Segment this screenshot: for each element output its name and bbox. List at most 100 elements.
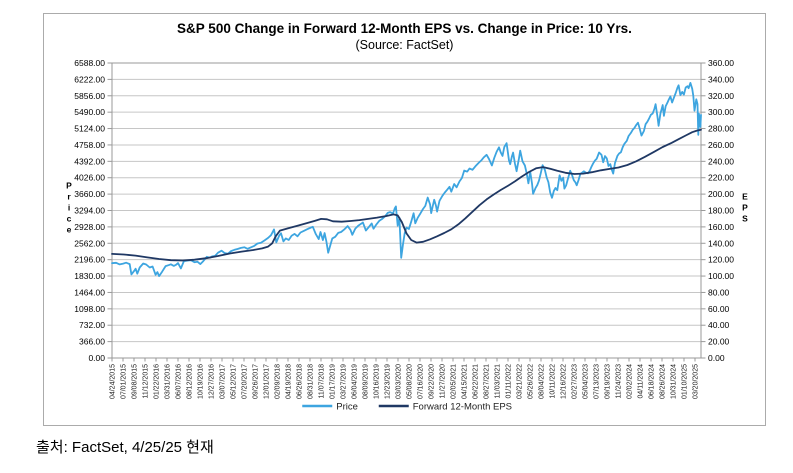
left-axis-tick-label: 5856.00 [74,91,105,101]
right-axis-tick-label: 60.00 [708,304,730,314]
x-axis-tick-label: 05/08/2020 [407,364,414,399]
right-axis-tick-label: 200.00 [708,189,734,199]
chart-title: S&P 500 Change in Forward 12-Month EPS v… [177,21,632,36]
right-axis-tick-label: 280.00 [708,124,734,134]
left-axis-title: i [68,203,70,213]
x-axis-tick-label: 01/17/2019 [330,364,337,399]
x-axis-tick-label: 06/04/2019 [352,364,359,399]
right-axis-tick-label: 300.00 [708,107,734,117]
x-axis-tick-label: 07/13/2023 [594,364,601,399]
x-axis-tick-label: 02/02/2024 [627,364,634,399]
left-axis-title: c [67,214,72,224]
x-axis-tick-label: 09/19/2023 [605,364,612,399]
x-axis-tick-label: 11/27/2020 [440,364,447,399]
right-axis-tick-label: 240.00 [708,156,734,166]
x-axis-tick-label: 08/31/2018 [308,364,315,399]
x-axis-tick-label: 07/16/2020 [418,364,425,399]
right-axis-tick-label: 180.00 [708,206,734,216]
legend-label: Price [336,402,358,413]
right-axis-title: S [742,214,748,224]
x-axis-tick-label: 12/01/2017 [264,364,271,399]
left-axis-tick-label: 2928.00 [74,222,105,232]
x-axis-tick-label: 01/10/2025 [682,364,689,399]
x-axis-tick-label: 03/03/2020 [396,364,403,399]
x-axis-tick-label: 06/07/2016 [176,364,183,399]
left-axis-tick-label: 1098.00 [74,304,105,314]
x-axis-tick-label: 01/22/2016 [154,364,161,399]
x-axis-tick-label: 03/31/2016 [165,364,172,399]
x-axis-tick-label: 05/04/2023 [583,364,590,399]
right-axis-tick-label: 20.00 [708,337,730,347]
left-axis-tick-label: 2562.00 [74,238,105,248]
x-axis-tick-label: 07/20/2017 [242,364,249,399]
x-axis-tick-label: 10/31/2024 [671,364,678,399]
x-axis-tick-label: 07/01/2015 [121,364,128,399]
x-axis-tick-label: 04/11/2024 [638,364,645,399]
left-axis-tick-label: 4026.00 [74,173,105,183]
x-axis-tick-label: 11/24/2023 [616,364,623,399]
x-axis-tick-label: 02/05/2021 [451,364,458,399]
x-axis-tick-label: 08/09/2019 [363,364,370,399]
x-axis-tick-label: 03/27/2019 [341,364,348,399]
left-axis-tick-label: 5490.00 [74,107,105,117]
left-axis-tick-label: 6222.00 [74,74,105,84]
x-axis-tick-label: 10/11/2022 [550,364,557,399]
left-axis-title: r [67,192,71,202]
x-axis-tick-label: 08/26/2024 [660,364,667,399]
x-axis-tick-label: 04/15/2021 [462,364,469,399]
right-axis-tick-label: 140.00 [708,238,734,248]
source-caption: 출처: FactSet, 4/25/25 현재 [36,439,214,456]
right-axis-tick-label: 320.00 [708,91,734,101]
eps-line [111,128,702,262]
x-axis-tick-label: 09/08/2015 [132,364,139,399]
right-axis-tick-label: 0.00 [708,353,725,363]
x-axis-tick-label: 09/26/2017 [253,364,260,399]
right-axis-tick-label: 260.00 [708,140,734,150]
x-axis-tick-label: 01/11/2022 [506,364,513,399]
x-axis-tick-label: 02/27/2023 [572,364,579,399]
left-axis-title: e [67,225,72,235]
right-axis-tick-label: 100.00 [708,271,734,281]
right-axis-tick-label: 160.00 [708,222,734,232]
right-axis-tick-label: 220.00 [708,173,734,183]
left-axis-tick-label: 366.00 [79,337,105,347]
x-axis-tick-label: 03/20/2025 [693,364,700,399]
left-axis-tick-label: 2196.00 [74,255,105,265]
left-axis-title: P [66,181,72,191]
right-axis-tick-label: 80.00 [708,287,730,297]
x-axis-tick-label: 11/03/2021 [495,364,502,399]
left-axis-tick-label: 5124.00 [74,124,105,134]
left-axis-tick-label: 4758.00 [74,140,105,150]
x-axis-tick-label: 05/12/2017 [231,364,238,399]
x-axis-tick-label: 06/18/2024 [649,364,656,399]
left-axis-tick-label: 6588.00 [74,58,105,68]
left-axis-tick-label: 3294.00 [74,206,105,216]
x-axis-tick-label: 09/22/2020 [429,364,436,399]
x-axis-tick-label: 04/19/2018 [286,364,293,399]
left-axis-tick-label: 0.00 [88,353,105,363]
x-axis-tick-label: 12/16/2022 [561,364,568,399]
right-axis-tick-label: 120.00 [708,255,734,265]
x-axis-tick-label: 08/27/2021 [484,364,491,399]
right-axis-tick-label: 360.00 [708,58,734,68]
x-axis-tick-label: 04/24/2015 [110,364,117,399]
x-axis-tick-label: 06/22/2021 [473,364,480,399]
x-axis-tick-label: 10/19/2016 [198,364,205,399]
x-axis-tick-label: 05/26/2022 [528,364,535,399]
left-axis-tick-label: 4392.00 [74,156,105,166]
x-axis-tick-label: 11/07/2018 [319,364,326,399]
chart-figure: 6588.00 6222.00 5856.00 5490.00 5124.00 4758.… [43,13,766,426]
x-axis-tick-label: 10/16/2019 [374,364,381,399]
x-axis-tick-label: 11/12/2015 [143,364,150,399]
price-line [111,82,702,278]
left-axis-tick-label: 1464.00 [74,287,105,297]
legend-label: Forward 12-Month EPS [413,402,512,413]
x-axis-tick-label: 06/26/2018 [297,364,304,399]
right-axis-tick-label: 40.00 [708,320,730,330]
chart-canvas: 6588.00 6222.00 5856.00 5490.00 5124.00 4758.… [66,58,748,413]
left-axis-tick-label: 1830.00 [74,271,105,281]
chart-subtitle: (Source: FactSet) [355,38,454,52]
right-axis-title: P [742,203,748,213]
x-axis-tick-label: 08/04/2022 [539,364,546,399]
